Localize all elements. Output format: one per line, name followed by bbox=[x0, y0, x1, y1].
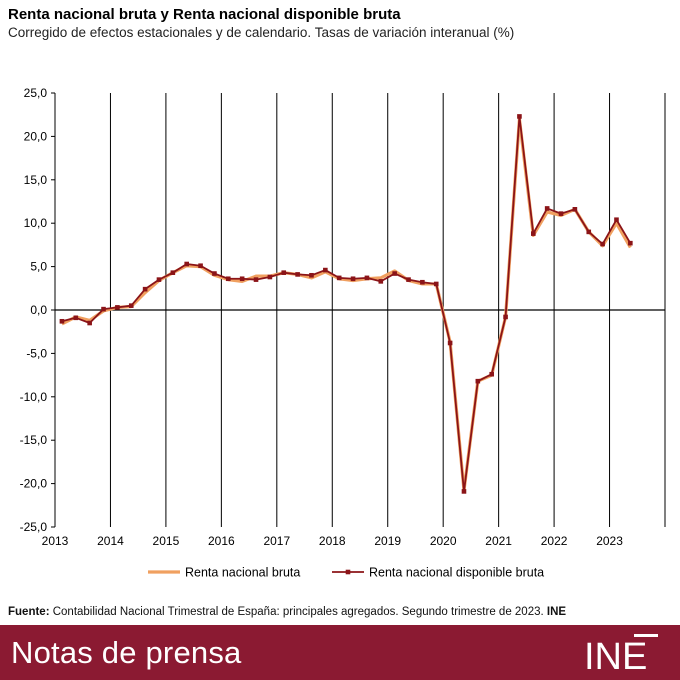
data-point-renta-nacional-disponible-bruta bbox=[614, 217, 619, 223]
data-point-renta-nacional-disponible-bruta bbox=[392, 271, 397, 276]
series-line-renta-nacional-bruta bbox=[61, 117, 632, 493]
x-tick-label: 2023 bbox=[596, 534, 623, 548]
y-tick-label: 10,0 bbox=[24, 216, 48, 230]
source-text: Contabilidad Nacional Trimestral de Espa… bbox=[49, 606, 547, 618]
y-tick-label: 0,0 bbox=[30, 303, 47, 317]
ine-logo-bar bbox=[634, 634, 658, 637]
x-tick-label: 2017 bbox=[263, 534, 290, 548]
y-tick-label: -5,0 bbox=[26, 346, 47, 360]
data-point-renta-nacional-disponible-bruta bbox=[433, 281, 439, 287]
chart-title: Renta nacional bruta y Renta nacional di… bbox=[8, 6, 401, 23]
x-tick-label: 2013 bbox=[42, 534, 69, 548]
x-tick-label: 2015 bbox=[153, 534, 180, 548]
data-point-renta-nacional-disponible-bruta bbox=[530, 231, 536, 236]
x-tick-label: 2014 bbox=[97, 534, 124, 548]
data-point-renta-nacional-disponible-bruta bbox=[350, 276, 356, 282]
legend-label-renta-nacional-bruta: Renta nacional bruta bbox=[185, 566, 300, 580]
data-point-renta-nacional-disponible-bruta bbox=[267, 274, 273, 280]
data-point-renta-nacional-disponible-bruta bbox=[406, 277, 411, 282]
x-tick-label: 2022 bbox=[541, 534, 568, 548]
source-label: Fuente: bbox=[8, 606, 50, 618]
legend-marker-renta-nacional-disponible-bruta bbox=[345, 569, 351, 575]
data-point-renta-nacional-disponible-bruta bbox=[323, 267, 328, 273]
legend-label-renta-nacional-disponible-bruta: Renta nacional disponible bruta bbox=[369, 566, 544, 580]
line-chart: -25,0 -20,0 -15,0 -10,0 -5,0 0,0 5,0 10,0 15,0 20… bbox=[20, 86, 666, 580]
data-point-renta-nacional-disponible-bruta bbox=[59, 318, 65, 324]
data-point-renta-nacional-disponible-bruta bbox=[184, 261, 190, 267]
y-tick-label: 25,0 bbox=[24, 86, 48, 100]
data-point-renta-nacional-disponible-bruta bbox=[212, 271, 217, 276]
data-point-renta-nacional-disponible-bruta bbox=[73, 315, 79, 321]
data-point-renta-nacional-disponible-bruta bbox=[517, 114, 522, 119]
ine-logo-text: INE bbox=[584, 636, 647, 675]
y-tick-label: -10,0 bbox=[20, 390, 48, 404]
data-point-renta-nacional-disponible-bruta bbox=[447, 340, 453, 346]
x-tick-label: 2021 bbox=[485, 534, 512, 548]
chart-subtitle: Corregido de efectos estacionales y de c… bbox=[8, 25, 515, 40]
press-notes-label: Notas de prensa bbox=[11, 635, 242, 670]
source-note: Fuente: Contabilidad Nacional Trimestral… bbox=[8, 606, 566, 618]
data-point-renta-nacional-disponible-bruta bbox=[142, 286, 148, 292]
data-point-renta-nacional-disponible-bruta bbox=[115, 305, 120, 310]
x-tick-label: 2018 bbox=[319, 534, 346, 548]
data-point-renta-nacional-disponible-bruta bbox=[295, 272, 300, 277]
data-point-renta-nacional-disponible-bruta bbox=[544, 206, 550, 211]
data-point-renta-nacional-disponible-bruta bbox=[87, 320, 92, 326]
series-line-renta-nacional-disponible-bruta bbox=[61, 115, 632, 493]
y-tick-label: 20,0 bbox=[24, 129, 48, 143]
data-point-renta-nacional-disponible-bruta bbox=[475, 378, 481, 384]
data-point-renta-nacional-disponible-bruta bbox=[586, 229, 592, 235]
data-point-renta-nacional-disponible-bruta bbox=[461, 489, 467, 494]
press-notes-banner: Notas de prensa INE bbox=[0, 625, 680, 680]
data-point-renta-nacional-disponible-bruta bbox=[503, 314, 508, 320]
data-point-renta-nacional-disponible-bruta bbox=[378, 279, 384, 284]
data-point-renta-nacional-disponible-bruta bbox=[309, 272, 314, 278]
data-point-renta-nacional-disponible-bruta bbox=[572, 207, 578, 212]
data-point-renta-nacional-disponible-bruta bbox=[364, 275, 370, 281]
x-tick-label: 2020 bbox=[430, 534, 457, 548]
data-point-renta-nacional-disponible-bruta bbox=[420, 279, 425, 285]
data-point-renta-nacional-disponible-bruta bbox=[558, 211, 564, 216]
data-point-renta-nacional-disponible-bruta bbox=[253, 277, 259, 282]
y-tick-label: 15,0 bbox=[24, 173, 48, 187]
data-point-renta-nacional-disponible-bruta bbox=[600, 241, 605, 247]
data-point-renta-nacional-disponible-bruta bbox=[170, 270, 176, 275]
data-point-renta-nacional-disponible-bruta bbox=[225, 276, 231, 282]
data-point-renta-nacional-disponible-bruta bbox=[628, 240, 633, 246]
data-point-renta-nacional-disponible-bruta bbox=[198, 263, 203, 269]
y-tick-label: -20,0 bbox=[20, 477, 48, 491]
data-point-renta-nacional-disponible-bruta bbox=[281, 270, 287, 275]
ine-logo-icon: INE bbox=[584, 634, 658, 675]
y-tick-label: -15,0 bbox=[20, 433, 48, 447]
data-point-renta-nacional-disponible-bruta bbox=[489, 371, 495, 377]
y-tick-label: 5,0 bbox=[30, 260, 47, 274]
data-point-renta-nacional-disponible-bruta bbox=[156, 277, 162, 282]
data-point-renta-nacional-disponible-bruta bbox=[101, 306, 106, 312]
data-point-renta-nacional-disponible-bruta bbox=[128, 303, 134, 308]
y-tick-label: -25,0 bbox=[20, 520, 48, 534]
data-point-renta-nacional-disponible-bruta bbox=[239, 276, 245, 282]
x-tick-label: 2016 bbox=[208, 534, 235, 548]
source-brand: INE bbox=[546, 606, 567, 618]
x-tick-label: 2019 bbox=[374, 534, 401, 548]
data-point-renta-nacional-disponible-bruta bbox=[336, 275, 342, 281]
